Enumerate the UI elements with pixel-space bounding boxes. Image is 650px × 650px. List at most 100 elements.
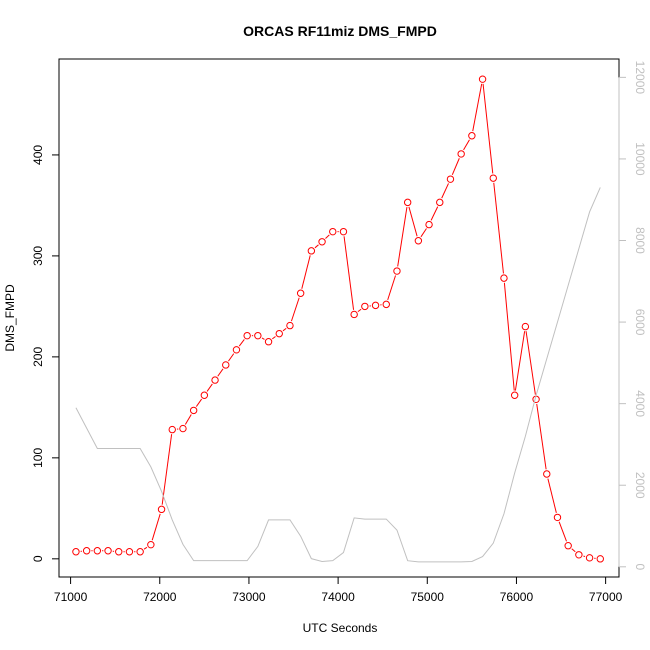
y-axis-left: 0 100 200 300 400 [31, 145, 60, 562]
series-segment [547, 478, 557, 513]
y2-tick-label: 0 [633, 563, 647, 570]
data-point [575, 551, 583, 559]
x-tick-label: 76000 [500, 590, 534, 604]
data-point [553, 513, 562, 522]
y-tick-label: 300 [31, 246, 45, 266]
data-point [468, 132, 476, 140]
y-axis-right: 0 2000 4000 6000 8000 10000 12000 [618, 61, 647, 570]
data-point [393, 267, 401, 275]
data-point [585, 554, 594, 562]
data-point [371, 301, 380, 310]
series-segment [261, 337, 265, 340]
series-segment [493, 182, 504, 274]
series-segment [206, 383, 213, 392]
y2-tick-label: 12000 [633, 61, 647, 95]
series-segment [558, 521, 567, 542]
series-segment [343, 236, 355, 310]
series-segment [463, 139, 470, 151]
y-tick-label: 400 [31, 145, 45, 165]
x-tick-label: 73000 [232, 590, 266, 604]
data-point [254, 331, 262, 340]
series-segment [472, 83, 483, 132]
data-point [543, 470, 551, 478]
y2-tick-label: 2000 [633, 472, 647, 499]
x-tick-label: 72000 [143, 590, 177, 604]
series-segment [195, 398, 203, 407]
data-point [457, 150, 465, 158]
data-point [436, 198, 444, 207]
data-point [446, 175, 455, 183]
series-segment [217, 368, 224, 377]
series-segment [301, 255, 311, 289]
series-segment [282, 328, 287, 332]
data-point [403, 198, 412, 207]
x-tick-label: 77000 [589, 590, 623, 604]
series-segment [420, 228, 427, 238]
y2-tick-label: 10000 [633, 142, 647, 176]
data-point [232, 346, 241, 354]
series-segment [482, 83, 494, 174]
data-point [147, 540, 155, 549]
data-point [72, 548, 80, 556]
x-axis-title: UTC Seconds [303, 621, 378, 635]
data-point [264, 338, 273, 346]
x-tick-label: 74000 [321, 590, 355, 604]
data-point [136, 548, 144, 556]
data-point [93, 547, 102, 555]
chart-title: ORCAS RF11miz DMS_FMPD [243, 23, 437, 39]
data-point [489, 174, 497, 182]
data-point [329, 227, 337, 236]
y2-tick-label: 4000 [633, 390, 647, 417]
data-point [361, 302, 369, 311]
data-point [104, 547, 112, 555]
series-segment [238, 339, 245, 347]
series-segment [430, 206, 439, 221]
series-segment [536, 403, 547, 470]
data-point [318, 238, 326, 246]
x-tick-label: 71000 [54, 590, 88, 604]
data-point [500, 274, 508, 282]
series-segment [325, 234, 330, 239]
data-point [157, 505, 166, 514]
series-segment [357, 308, 362, 313]
data-point [350, 310, 358, 319]
series-segment [408, 206, 418, 237]
series-segment [387, 275, 397, 301]
data-point [339, 227, 348, 236]
series-segment [451, 158, 460, 176]
series-segment [290, 297, 300, 322]
data-point [125, 548, 134, 556]
series-segment [184, 414, 192, 425]
data-point [115, 548, 123, 556]
y-tick-label: 200 [31, 347, 45, 367]
series-segment [571, 548, 576, 553]
data-point [286, 321, 294, 330]
data-point [414, 237, 423, 245]
series-layer [72, 75, 604, 563]
series-segment [514, 331, 526, 391]
data-point [82, 547, 91, 555]
data-point [382, 300, 390, 309]
y2-tick-label: 8000 [633, 227, 647, 254]
series-segment [151, 513, 161, 541]
data-point [189, 406, 198, 415]
data-point [425, 220, 433, 229]
y2-tick-label: 6000 [633, 309, 647, 336]
x-tick-label: 75000 [411, 590, 445, 604]
data-point [307, 247, 316, 255]
data-point [179, 424, 187, 433]
series-segment [441, 183, 449, 199]
data-point [510, 391, 519, 399]
data-point [596, 555, 604, 563]
data-point [564, 541, 572, 550]
y-tick-label: 100 [31, 448, 45, 468]
data-point [521, 322, 530, 331]
series-segment [503, 282, 515, 391]
plot-frame [58, 58, 620, 578]
x-axis: 71000 72000 73000 74000 75000 76000 77000 [54, 576, 623, 604]
data-point [211, 376, 219, 384]
data-point [275, 329, 283, 338]
data-point [478, 75, 487, 83]
data-point [200, 391, 209, 399]
